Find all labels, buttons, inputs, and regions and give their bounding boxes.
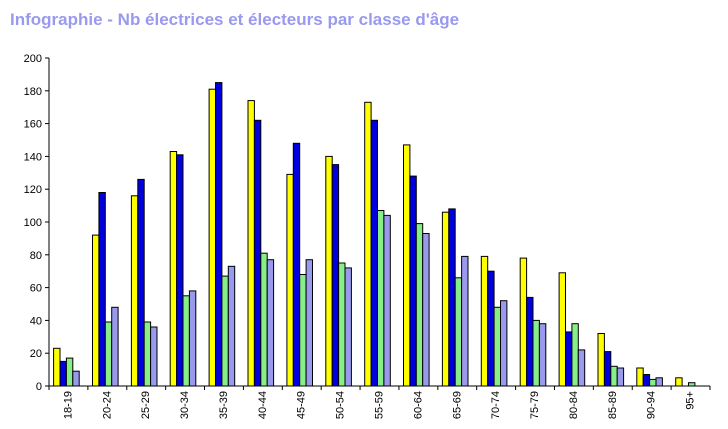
x-tick-label: 85-89 (607, 391, 619, 419)
bar-85-89-series-2 (603, 351, 612, 387)
bar-55-59-series-3 (377, 210, 385, 387)
bar-25-29-series-1 (130, 195, 139, 387)
bar-80-84-series-2 (565, 331, 573, 387)
bar-40-44-series-2 (253, 119, 262, 387)
bar-45-49-series-1 (286, 173, 294, 387)
bar-85-89-series-3 (610, 365, 618, 387)
bar-80-84-series-3 (571, 323, 579, 387)
y-tick-label: 80 (30, 250, 42, 262)
bar-65-69-series-3 (454, 277, 463, 387)
bar-45-49-series-3 (299, 274, 307, 387)
bar-25-29-series-4 (150, 326, 158, 387)
bar-90-94-series-2 (642, 374, 651, 387)
x-tick-label: 65-69 (451, 391, 463, 419)
x-tick-label: 50-54 (335, 391, 347, 419)
bars-layer (53, 82, 696, 387)
y-tick-label: 140 (24, 151, 42, 163)
bar-35-39-series-3 (221, 275, 229, 387)
bar-20-24-series-4 (111, 306, 119, 387)
y-tick-label: 120 (24, 184, 42, 196)
bar-30-34-series-2 (176, 154, 184, 387)
bar-95+-series-1 (675, 377, 683, 387)
bar-75-79-series-3 (532, 319, 540, 387)
bar-50-54-series-4 (344, 267, 352, 387)
x-tick-label: 55-59 (374, 391, 386, 419)
bar-20-24-series-3 (104, 321, 113, 387)
bar-90-94-series-3 (649, 378, 657, 387)
bar-55-59-series-2 (370, 119, 379, 387)
bar-70-74-series-3 (493, 306, 502, 387)
bar-25-29-series-2 (137, 178, 145, 387)
bar-18-19-series-3 (65, 357, 74, 387)
x-tick-label: 20-24 (101, 391, 113, 419)
bar-60-64-series-3 (415, 223, 424, 387)
bar-40-44-series-4 (266, 259, 275, 387)
x-tick-label: 90-94 (646, 391, 658, 419)
bar-80-84-series-4 (577, 349, 586, 387)
bar-90-94-series-1 (636, 367, 644, 387)
bar-90-94-series-4 (655, 377, 663, 387)
bar-55-59-series-1 (364, 101, 372, 387)
bar-75-79-series-1 (519, 257, 528, 387)
bar-70-74-series-2 (487, 270, 495, 387)
bar-80-84-series-1 (558, 272, 566, 387)
bar-40-44-series-3 (260, 252, 268, 387)
bar-20-24-series-1 (92, 234, 100, 387)
bar-75-79-series-2 (526, 296, 534, 387)
bar-50-54-series-2 (331, 164, 340, 387)
y-tick-label: 100 (24, 217, 42, 229)
x-tick-label: 30-34 (179, 391, 191, 419)
y-tick-label: 20 (30, 348, 42, 360)
x-tick-label: 95+ (685, 391, 697, 410)
bar-60-64-series-2 (409, 175, 417, 387)
bar-45-49-series-2 (292, 142, 301, 387)
bar-50-54-series-1 (325, 155, 333, 387)
bar-30-34-series-4 (188, 290, 197, 387)
x-tick-label: 70-74 (490, 391, 502, 419)
bar-35-39-series-4 (227, 265, 236, 387)
chart-title: Infographie - Nb électrices et électeurs… (10, 10, 460, 29)
x-tick-label: 35-39 (218, 391, 230, 419)
bar-65-69-series-2 (448, 208, 456, 387)
bar-50-54-series-3 (338, 262, 346, 387)
y-tick-label: 40 (30, 315, 42, 327)
bar-60-64-series-1 (403, 144, 411, 387)
bar-20-24-series-2 (98, 192, 106, 387)
axes-layer: 0 20 40 60 80 100 120 140 160 180 200 18-19 20-24 25-… (24, 53, 711, 419)
y-tick-label: 0 (36, 381, 42, 393)
x-tick-label: 45-49 (296, 391, 308, 419)
bar-35-39-series-2 (215, 82, 223, 387)
bar-60-64-series-4 (422, 233, 430, 387)
y-tick-label: 60 (30, 283, 42, 295)
bar-45-49-series-4 (305, 259, 314, 387)
bar-75-79-series-4 (538, 323, 547, 387)
bar-18-19-series-2 (59, 360, 67, 387)
bar-35-39-series-1 (208, 88, 217, 387)
x-tick-label: 40-44 (257, 391, 269, 419)
bar-30-34-series-1 (169, 151, 178, 387)
bar-70-74-series-4 (500, 300, 508, 387)
bar-70-74-series-1 (480, 255, 489, 387)
bar-85-89-series-4 (616, 367, 625, 387)
bar-40-44-series-1 (247, 100, 255, 387)
y-tick-label: 160 (24, 119, 42, 131)
y-tick-label: 200 (24, 53, 42, 65)
y-tick-label: 180 (24, 86, 42, 98)
x-tick-label: 18-19 (62, 391, 74, 419)
bar-18-19-series-1 (53, 347, 61, 387)
bar-30-34-series-3 (182, 295, 190, 387)
bar-25-29-series-3 (143, 321, 152, 387)
x-tick-label: 80-84 (568, 391, 580, 419)
x-tick-label: 60-64 (412, 391, 424, 419)
bar-55-59-series-4 (383, 214, 391, 387)
x-tick-label: 25-29 (140, 391, 152, 419)
bar-18-19-series-4 (72, 370, 80, 387)
bar-85-89-series-1 (597, 333, 605, 387)
bar-65-69-series-1 (441, 211, 450, 387)
x-tick-label: 75-79 (529, 391, 541, 419)
bar-65-69-series-4 (461, 255, 469, 387)
